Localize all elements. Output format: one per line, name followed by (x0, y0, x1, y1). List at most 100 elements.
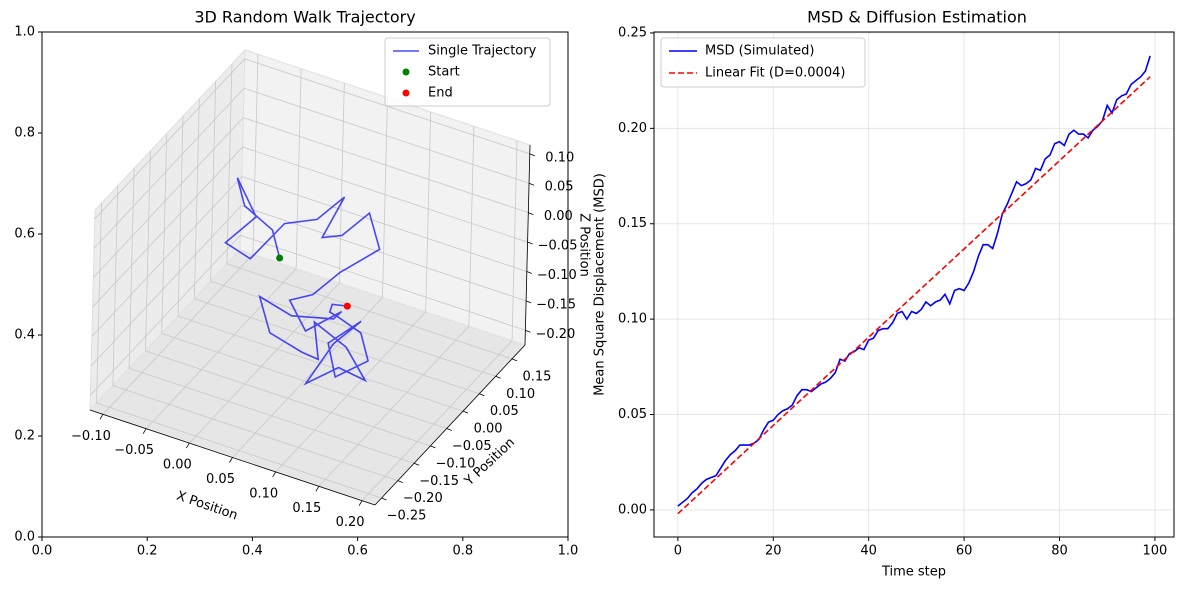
z-tick-label: −0.15 (536, 297, 576, 312)
legend-box (660, 37, 866, 88)
x-tick-label: 0.10 (249, 486, 278, 501)
x-tick-label: 0.15 (292, 501, 321, 516)
grid-line (96, 402, 382, 499)
plot-frame (41, 31, 569, 538)
grid-line (425, 111, 432, 312)
tick-mark (229, 457, 233, 463)
legend-label: End (428, 86, 453, 101)
chart-title: 3D Random Walk Trajectory (194, 8, 415, 27)
tick-mark (462, 410, 469, 414)
tick-mark (185, 442, 190, 449)
grid-line (226, 263, 513, 360)
grid-line (93, 87, 245, 249)
y-tick-label: 0.25 (618, 25, 647, 40)
grid-line (275, 311, 426, 473)
grid-line (94, 58, 246, 220)
y-tick-label: 0.15 (618, 216, 647, 231)
grid-line (161, 333, 447, 429)
z-tick-label: −0.05 (538, 239, 578, 254)
x-tick-label: 1.0 (558, 544, 579, 559)
tick-mark (358, 500, 363, 506)
grid-line (226, 63, 233, 264)
grid-line (210, 280, 496, 377)
grid-line (318, 326, 470, 487)
trajectory-line (224, 177, 381, 386)
grid-line (243, 87, 530, 184)
grid-line (96, 203, 102, 404)
tick-mark (511, 358, 518, 362)
y-tick-label: 0.05 (618, 407, 647, 422)
tick-mark (430, 445, 436, 449)
x-tick-label: 20 (765, 544, 782, 559)
legend-swatch (402, 68, 410, 76)
grid-line (112, 185, 119, 386)
tick-mark (528, 212, 534, 216)
legend-label: Single Trajectory (428, 44, 537, 59)
tick-mark (446, 428, 452, 431)
grid-line (128, 168, 135, 369)
y-tick-label: −0.05 (452, 439, 492, 454)
grid-line (361, 340, 513, 501)
y-tick-label: 0.10 (506, 387, 535, 402)
z-tick-label: 0.10 (545, 150, 574, 165)
y-tick-label: −0.15 (419, 474, 459, 489)
grid-line (194, 298, 480, 395)
z-axis-label: Z Position (577, 213, 592, 277)
y-tick-label: 0.2 (14, 429, 35, 444)
tick-mark (526, 271, 532, 274)
y-tick-label: 1.0 (14, 25, 35, 40)
point (276, 254, 284, 262)
y-tick-label: −0.25 (387, 509, 427, 524)
y-tick-label: 0.00 (618, 502, 647, 517)
grid-line (468, 126, 475, 327)
grid-line (90, 235, 241, 396)
grid-line (91, 176, 243, 337)
grid-line (93, 117, 244, 278)
legend-label: Linear Fit (D=0.0004) (705, 66, 845, 81)
x-tick-label: 0.6 (347, 544, 368, 559)
grid-line (240, 234, 526, 331)
grid-line (210, 81, 217, 282)
grid-line (252, 54, 259, 255)
chart-title: MSD & Diffusion Estimation (807, 8, 1027, 27)
y-tick-label: 0.05 (490, 404, 519, 419)
x-tick-label: 0.8 (452, 544, 473, 559)
grid-line (177, 116, 184, 317)
x-tick-label: 0.00 (163, 458, 192, 473)
y-tick-label: 0.8 (14, 126, 35, 141)
grid-line (92, 146, 243, 308)
x-tick-label: 0 (674, 544, 682, 559)
y-tick-label: 0.4 (14, 328, 35, 343)
grid-line (243, 117, 529, 214)
grid-line (112, 385, 398, 482)
grid-line (90, 205, 242, 367)
plot-frame (653, 31, 1175, 538)
tick-mark (528, 182, 535, 186)
grid-line (241, 176, 527, 272)
tick-mark (527, 241, 533, 245)
x-axis-label: X Position (174, 489, 239, 524)
y-tick-label: 0.00 (474, 422, 503, 437)
y-tick-label: −0.10 (436, 456, 476, 471)
tick-mark (495, 375, 501, 379)
tick-mark (525, 300, 532, 304)
tick-mark (99, 414, 104, 420)
y-tick-label: 0.10 (618, 312, 647, 327)
y-tick-label: 0.0 (14, 530, 35, 545)
tick-mark (397, 480, 403, 484)
grid-line (193, 98, 200, 299)
x-tick-label: 0.4 (242, 544, 263, 559)
z-tick-label: 0.05 (545, 180, 574, 195)
x-tick-label: 40 (860, 544, 877, 559)
legend-label: Start (428, 65, 460, 80)
tick-mark (272, 471, 277, 478)
x-tick-label: −0.05 (114, 443, 154, 458)
legend-swatch (402, 89, 410, 97)
series-line (677, 55, 1151, 507)
y-tick-label: 0.15 (522, 369, 551, 384)
grid-line (189, 282, 340, 444)
grid-line (242, 146, 528, 243)
x-axis-label: Time step (881, 565, 946, 580)
grid-line (145, 350, 431, 447)
